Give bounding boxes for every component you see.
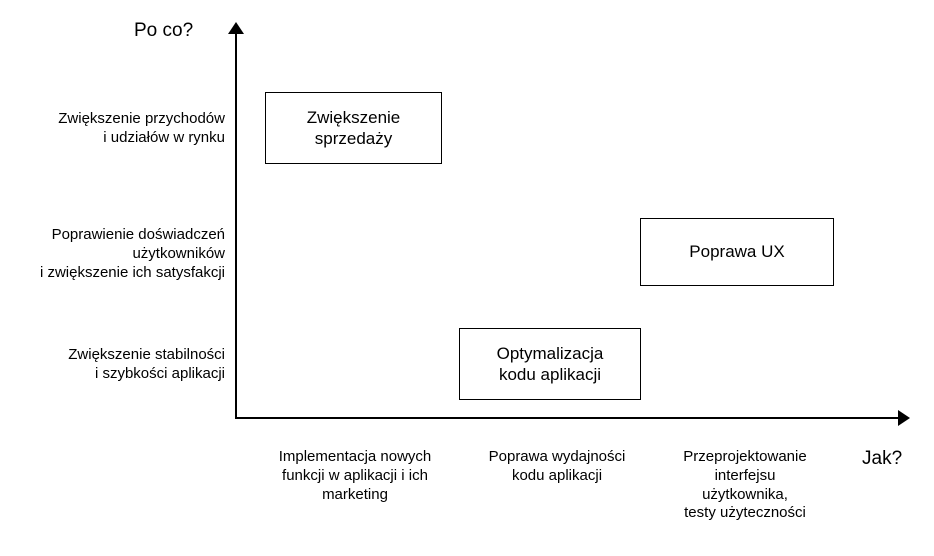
x-tick-2-line1: Przeprojektowanie bbox=[683, 448, 806, 465]
x-axis-line bbox=[235, 417, 900, 419]
y-tick-1-line1: Poprawienie doświadczeń bbox=[52, 226, 225, 243]
node-0-line1: Zwiększenie bbox=[307, 108, 401, 127]
x-tick-2-line4: testy użyteczności bbox=[684, 504, 806, 521]
y-tick-0: Zwiększenie przychodów i udziałów w rynk… bbox=[5, 110, 225, 148]
x-tick-0-line1: Implementacja nowych bbox=[279, 448, 432, 465]
x-tick-2-line3: użytkownika, bbox=[702, 486, 788, 503]
node-2-line2: kodu aplikacji bbox=[499, 365, 601, 384]
node-poprawa-ux: Poprawa UX bbox=[640, 218, 834, 286]
x-axis-arrow bbox=[898, 410, 910, 426]
x-tick-2: Przeprojektowanie interfejsu użytkownika… bbox=[655, 448, 835, 523]
node-optymalizacja-kodu: Optymalizacja kodu aplikacji bbox=[459, 328, 641, 400]
x-tick-0-line2: funkcji w aplikacji i ich bbox=[282, 467, 428, 484]
node-zwiekszenie-sprzedazy: Zwiększenie sprzedaży bbox=[265, 92, 442, 164]
y-tick-2-line1: Zwiększenie stabilności bbox=[68, 346, 225, 363]
y-axis-label: Po co? bbox=[134, 20, 193, 42]
y-axis-arrow bbox=[228, 22, 244, 34]
y-tick-2: Zwiększenie stabilności i szybkości apli… bbox=[5, 346, 225, 384]
y-tick-2-line2: i szybkości aplikacji bbox=[95, 365, 225, 382]
x-tick-1-line1: Poprawa wydajności bbox=[489, 448, 626, 465]
y-tick-0-line2: i udziałów w rynku bbox=[103, 129, 225, 146]
y-tick-1-line2: użytkowników bbox=[132, 245, 225, 262]
x-tick-0: Implementacja nowych funkcji w aplikacji… bbox=[255, 448, 455, 504]
diagram-canvas: Po co? Jak? Zwiększenie przychodów i udz… bbox=[0, 0, 934, 556]
y-axis-line bbox=[235, 30, 237, 418]
x-tick-1-line2: kodu aplikacji bbox=[512, 467, 602, 484]
node-1-line1: Poprawa UX bbox=[689, 242, 784, 261]
node-2-line1: Optymalizacja bbox=[497, 344, 604, 363]
x-axis-label: Jak? bbox=[862, 448, 902, 470]
y-tick-0-line1: Zwiększenie przychodów bbox=[58, 110, 225, 127]
y-tick-1-line3: i zwiększenie ich satysfakcji bbox=[40, 264, 225, 281]
node-0-line2: sprzedaży bbox=[315, 129, 392, 148]
x-tick-2-line2: interfejsu bbox=[715, 467, 776, 484]
x-tick-1: Poprawa wydajności kodu aplikacji bbox=[467, 448, 647, 486]
x-tick-0-line3: marketing bbox=[322, 486, 388, 503]
y-tick-1: Poprawienie doświadczeń użytkowników i z… bbox=[5, 226, 225, 282]
